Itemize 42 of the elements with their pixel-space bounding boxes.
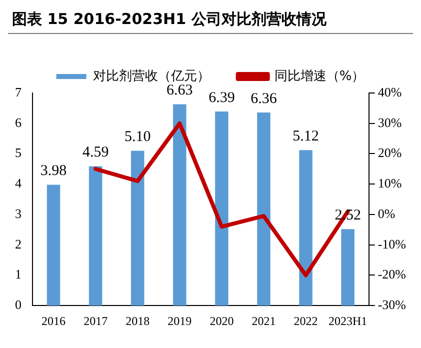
- data-label: 4.59: [82, 144, 109, 161]
- y-tick-label: 2: [15, 236, 22, 252]
- y2-tick-label: 10%: [378, 176, 402, 191]
- y2-tick-label: 0%: [378, 206, 396, 221]
- chart-title: 图表 15 2016-2023H1 公司对比剂营收情况: [8, 8, 413, 34]
- x-tick-label: 2023H1: [328, 314, 368, 328]
- x-tick-label: 2016: [42, 314, 66, 328]
- data-label: 6.63: [166, 82, 193, 99]
- data-label: 5.12: [292, 128, 319, 145]
- y-tick-label: 5: [15, 145, 22, 160]
- y-tick-label: 4: [15, 176, 22, 191]
- bar: [130, 150, 144, 306]
- bar: [88, 166, 102, 306]
- y2-tick-label: -30%: [378, 297, 406, 312]
- bar: [341, 229, 354, 306]
- x-tick-label: 2019: [168, 314, 192, 328]
- y-tick-label: 0: [15, 297, 22, 312]
- y-tick-label: 3: [15, 206, 22, 221]
- data-label: 6.39: [208, 90, 235, 106]
- bar: [299, 150, 312, 306]
- bar: [46, 184, 60, 306]
- bar: [257, 112, 270, 306]
- legend-label: 对比剂营收（亿元）: [92, 68, 210, 84]
- legend-label: 同比增速（%）: [274, 68, 365, 84]
- y2-tick-label: 20%: [378, 145, 402, 160]
- data-label: 6.36: [250, 90, 278, 107]
- x-tick-label: 2017: [84, 314, 108, 328]
- y2-tick-label: 30%: [378, 114, 402, 130]
- y-tick-label: 7: [15, 84, 22, 100]
- y2-tick-label: -10%: [378, 236, 406, 252]
- x-tick-label: 2021: [252, 314, 276, 328]
- y2-tick-label: 40%: [378, 84, 402, 100]
- x-tick-label: 2022: [294, 314, 318, 328]
- x-tick-label: 2020: [210, 314, 234, 328]
- y-tick-label: 6: [15, 114, 22, 130]
- data-label: 3.98: [40, 163, 67, 180]
- bar: [173, 104, 186, 306]
- y2-tick-label: -20%: [378, 266, 406, 282]
- y-tick-label: 1: [15, 266, 22, 282]
- data-label: 5.10: [124, 129, 151, 146]
- bar: [215, 112, 228, 306]
- x-tick-label: 2018: [126, 314, 150, 328]
